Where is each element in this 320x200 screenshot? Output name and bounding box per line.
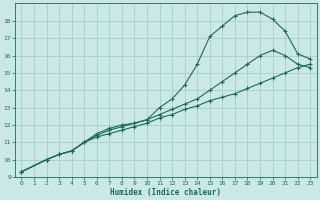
X-axis label: Humidex (Indice chaleur): Humidex (Indice chaleur) (110, 188, 221, 197)
